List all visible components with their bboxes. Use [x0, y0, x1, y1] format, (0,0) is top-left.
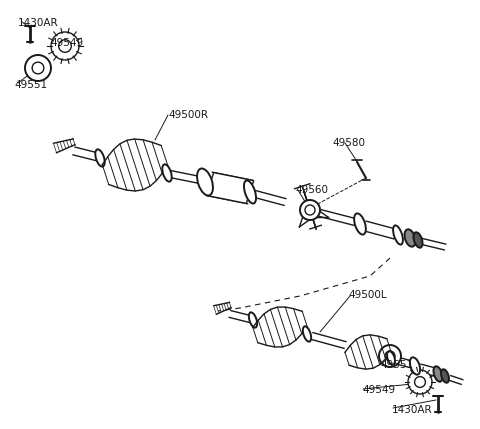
Circle shape — [51, 32, 79, 60]
Ellipse shape — [441, 369, 449, 383]
Circle shape — [305, 205, 315, 215]
Text: 1430AR: 1430AR — [392, 405, 432, 415]
Text: 49500R: 49500R — [168, 110, 208, 120]
Text: 49549: 49549 — [50, 38, 83, 48]
Text: 49551: 49551 — [380, 360, 413, 370]
Circle shape — [408, 370, 432, 394]
Text: 49500L: 49500L — [348, 290, 386, 300]
Circle shape — [25, 55, 51, 81]
Text: 49549: 49549 — [362, 385, 395, 395]
Ellipse shape — [197, 169, 213, 196]
Ellipse shape — [410, 357, 420, 375]
Circle shape — [415, 377, 425, 387]
Circle shape — [59, 40, 72, 52]
Ellipse shape — [387, 351, 395, 365]
Text: 49560: 49560 — [295, 185, 328, 195]
Ellipse shape — [249, 312, 257, 328]
Ellipse shape — [354, 213, 366, 235]
Polygon shape — [206, 172, 254, 203]
Ellipse shape — [96, 149, 105, 166]
Text: 1430AR: 1430AR — [18, 18, 59, 28]
Ellipse shape — [405, 230, 416, 247]
Ellipse shape — [393, 225, 403, 245]
Circle shape — [379, 345, 401, 367]
Ellipse shape — [244, 181, 256, 203]
Ellipse shape — [413, 232, 422, 248]
Ellipse shape — [433, 366, 443, 382]
Circle shape — [32, 62, 44, 74]
Text: 49580: 49580 — [332, 138, 365, 148]
Text: 49551: 49551 — [14, 80, 47, 90]
Circle shape — [300, 200, 320, 220]
Ellipse shape — [162, 164, 172, 181]
Circle shape — [385, 351, 395, 361]
Ellipse shape — [303, 326, 311, 341]
